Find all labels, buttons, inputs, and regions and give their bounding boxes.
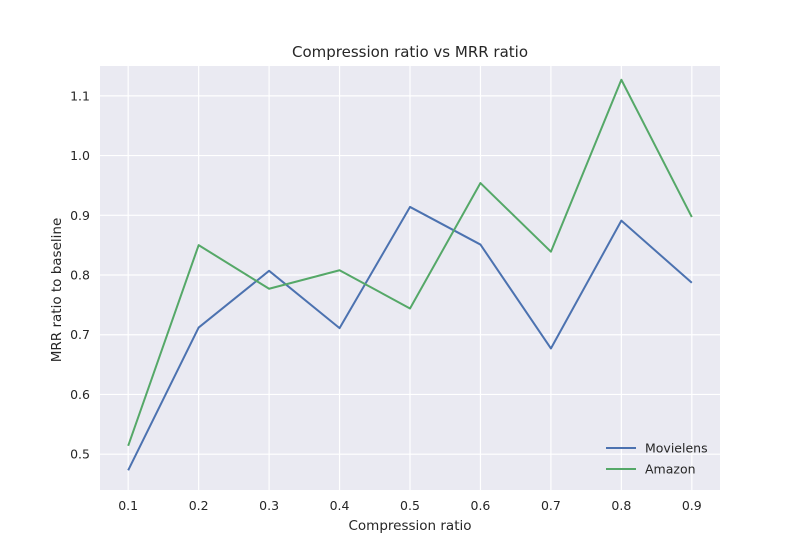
y-axis-label: MRR ratio to baseline xyxy=(49,218,65,363)
x-tick-label: 0.4 xyxy=(330,498,350,513)
y-tick-label: 0.8 xyxy=(70,268,90,283)
y-tick-label: 0.7 xyxy=(70,327,90,342)
series-group xyxy=(127,78,693,471)
x-tick-label: 0.5 xyxy=(400,498,420,513)
y-tick-label: 0.6 xyxy=(70,387,90,402)
y-axis: 0.5 0.6 0.7 0.8 0.9 1.0 1.1 xyxy=(70,88,90,461)
x-axis-label: Compression ratio xyxy=(348,518,471,534)
legend-label: Amazon xyxy=(645,462,696,477)
x-tick-label: 0.6 xyxy=(471,498,491,513)
y-tick-label: 0.9 xyxy=(70,208,90,223)
series-line-movielens xyxy=(127,205,693,471)
y-tick-label: 1.1 xyxy=(70,88,90,103)
y-tick-label: 0.5 xyxy=(70,447,90,462)
x-axis: 0.1 0.2 0.3 0.4 0.5 0.6 0.7 0.8 0.9 xyxy=(118,498,702,513)
x-tick-label: 0.2 xyxy=(189,498,209,513)
series-line-amazon xyxy=(127,78,693,447)
legend-label: Movielens xyxy=(645,441,708,456)
x-tick-label: 0.1 xyxy=(118,498,138,513)
legend: Movielens Amazon xyxy=(606,441,708,477)
grid xyxy=(100,66,720,490)
y-tick-label: 1.0 xyxy=(70,148,90,163)
x-tick-label: 0.7 xyxy=(541,498,561,513)
x-tick-label: 0.9 xyxy=(682,498,702,513)
x-tick-label: 0.8 xyxy=(611,498,631,513)
x-tick-label: 0.3 xyxy=(259,498,279,513)
chart-title: Compression ratio vs MRR ratio xyxy=(292,43,528,61)
